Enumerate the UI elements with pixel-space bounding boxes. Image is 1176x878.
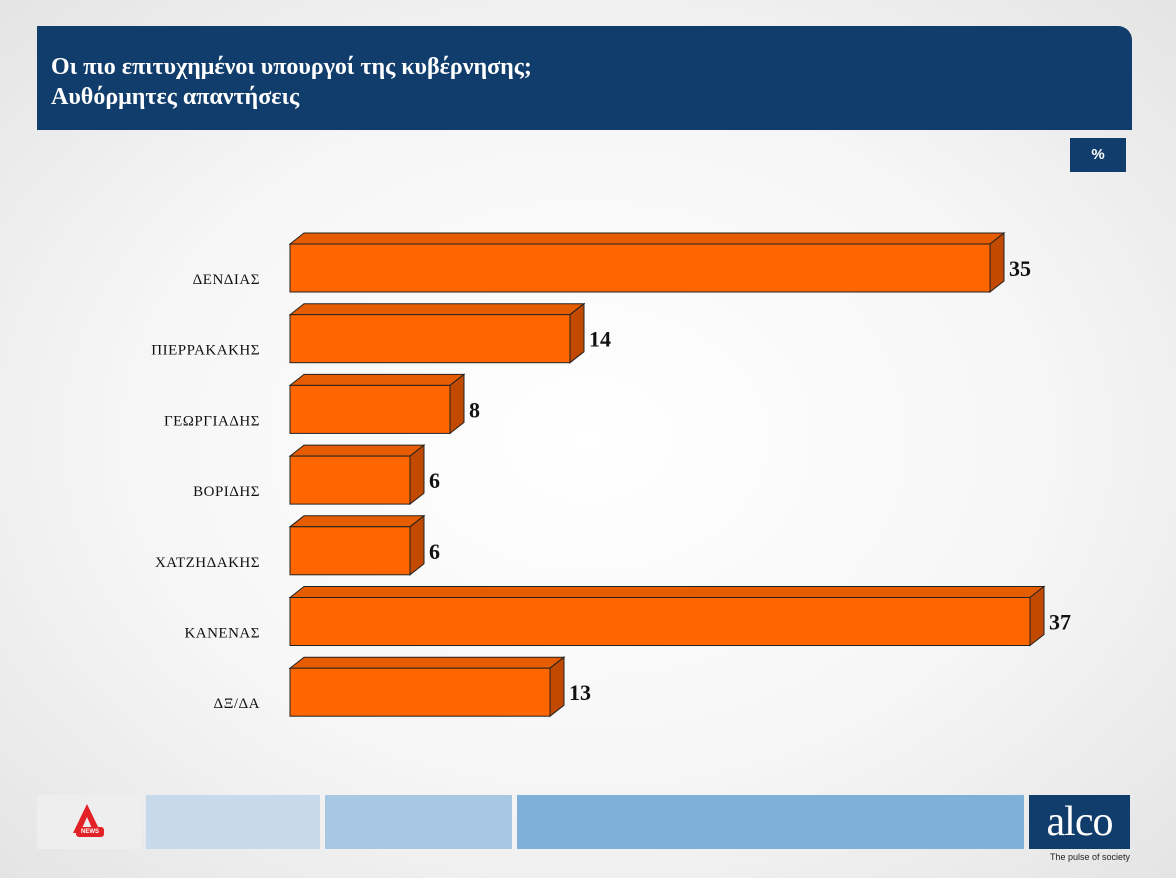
category-label: ΒΟΡΙΔΗΣ [193,484,260,500]
bar [289,526,411,576]
bar-top-face [288,373,466,386]
value-label: 37 [1049,610,1071,635]
value-label: 6 [429,468,440,493]
alpha-logo-icon [73,804,101,833]
category-label: ΚΑΝΕΝΑΣ [184,626,260,642]
footer-segment-2 [325,795,512,849]
bar-side-face [569,302,585,364]
value-label: 8 [469,397,480,422]
bar [289,455,411,505]
bar-side-face [449,373,465,435]
bar-side-face [549,656,565,718]
bar-side-face [409,444,425,506]
bar-side-face [989,231,1005,294]
bar [289,243,991,293]
bar [289,314,571,364]
footer-segment-3 [517,795,1024,849]
value-label: 35 [1009,256,1031,281]
category-label: ΔΕΝΔΙΑΣ [193,272,260,288]
news-logo-text: NEWS [76,827,104,837]
alco-tagline: The pulse of society [1049,852,1130,862]
title-banner: Οι πιο επιτυχημένοι υπουργοί της κυβέρνη… [37,26,1132,130]
bar-top-face [288,515,426,528]
bar [289,597,1031,646]
category-label: ΔΞ/ΔΑ [214,696,260,712]
bar-top-face [288,656,566,669]
value-label: 13 [569,680,591,705]
bar [289,667,551,717]
bar-top-face [288,303,586,316]
bar [289,384,451,434]
bar-top-face [288,444,426,457]
news-logo: NEWS [37,795,141,849]
footer-segment-1 [146,795,320,849]
bar-top-face [288,232,1006,245]
chart-subtitle: Αυθόρμητες απαντήσεις [51,84,300,110]
chart-title: Οι πιο επιτυχημένοι υπουργοί της κυβέρνη… [51,54,532,80]
category-label: ΠΙΕΡΡΑΚΑΚΗΣ [151,343,260,359]
category-label: ΧΑΤΖΗΔΑΚΗΣ [155,555,260,571]
bar-side-face [409,514,425,576]
bar-side-face [1029,585,1045,647]
alco-logo: alco [1029,795,1130,849]
category-label: ΓΕΩΡΓΙΑΔΗΣ [164,413,260,429]
bar-top-face [288,586,1046,598]
unit-badge: % [1070,138,1126,172]
value-label: 6 [429,539,440,564]
value-label: 14 [589,327,611,352]
